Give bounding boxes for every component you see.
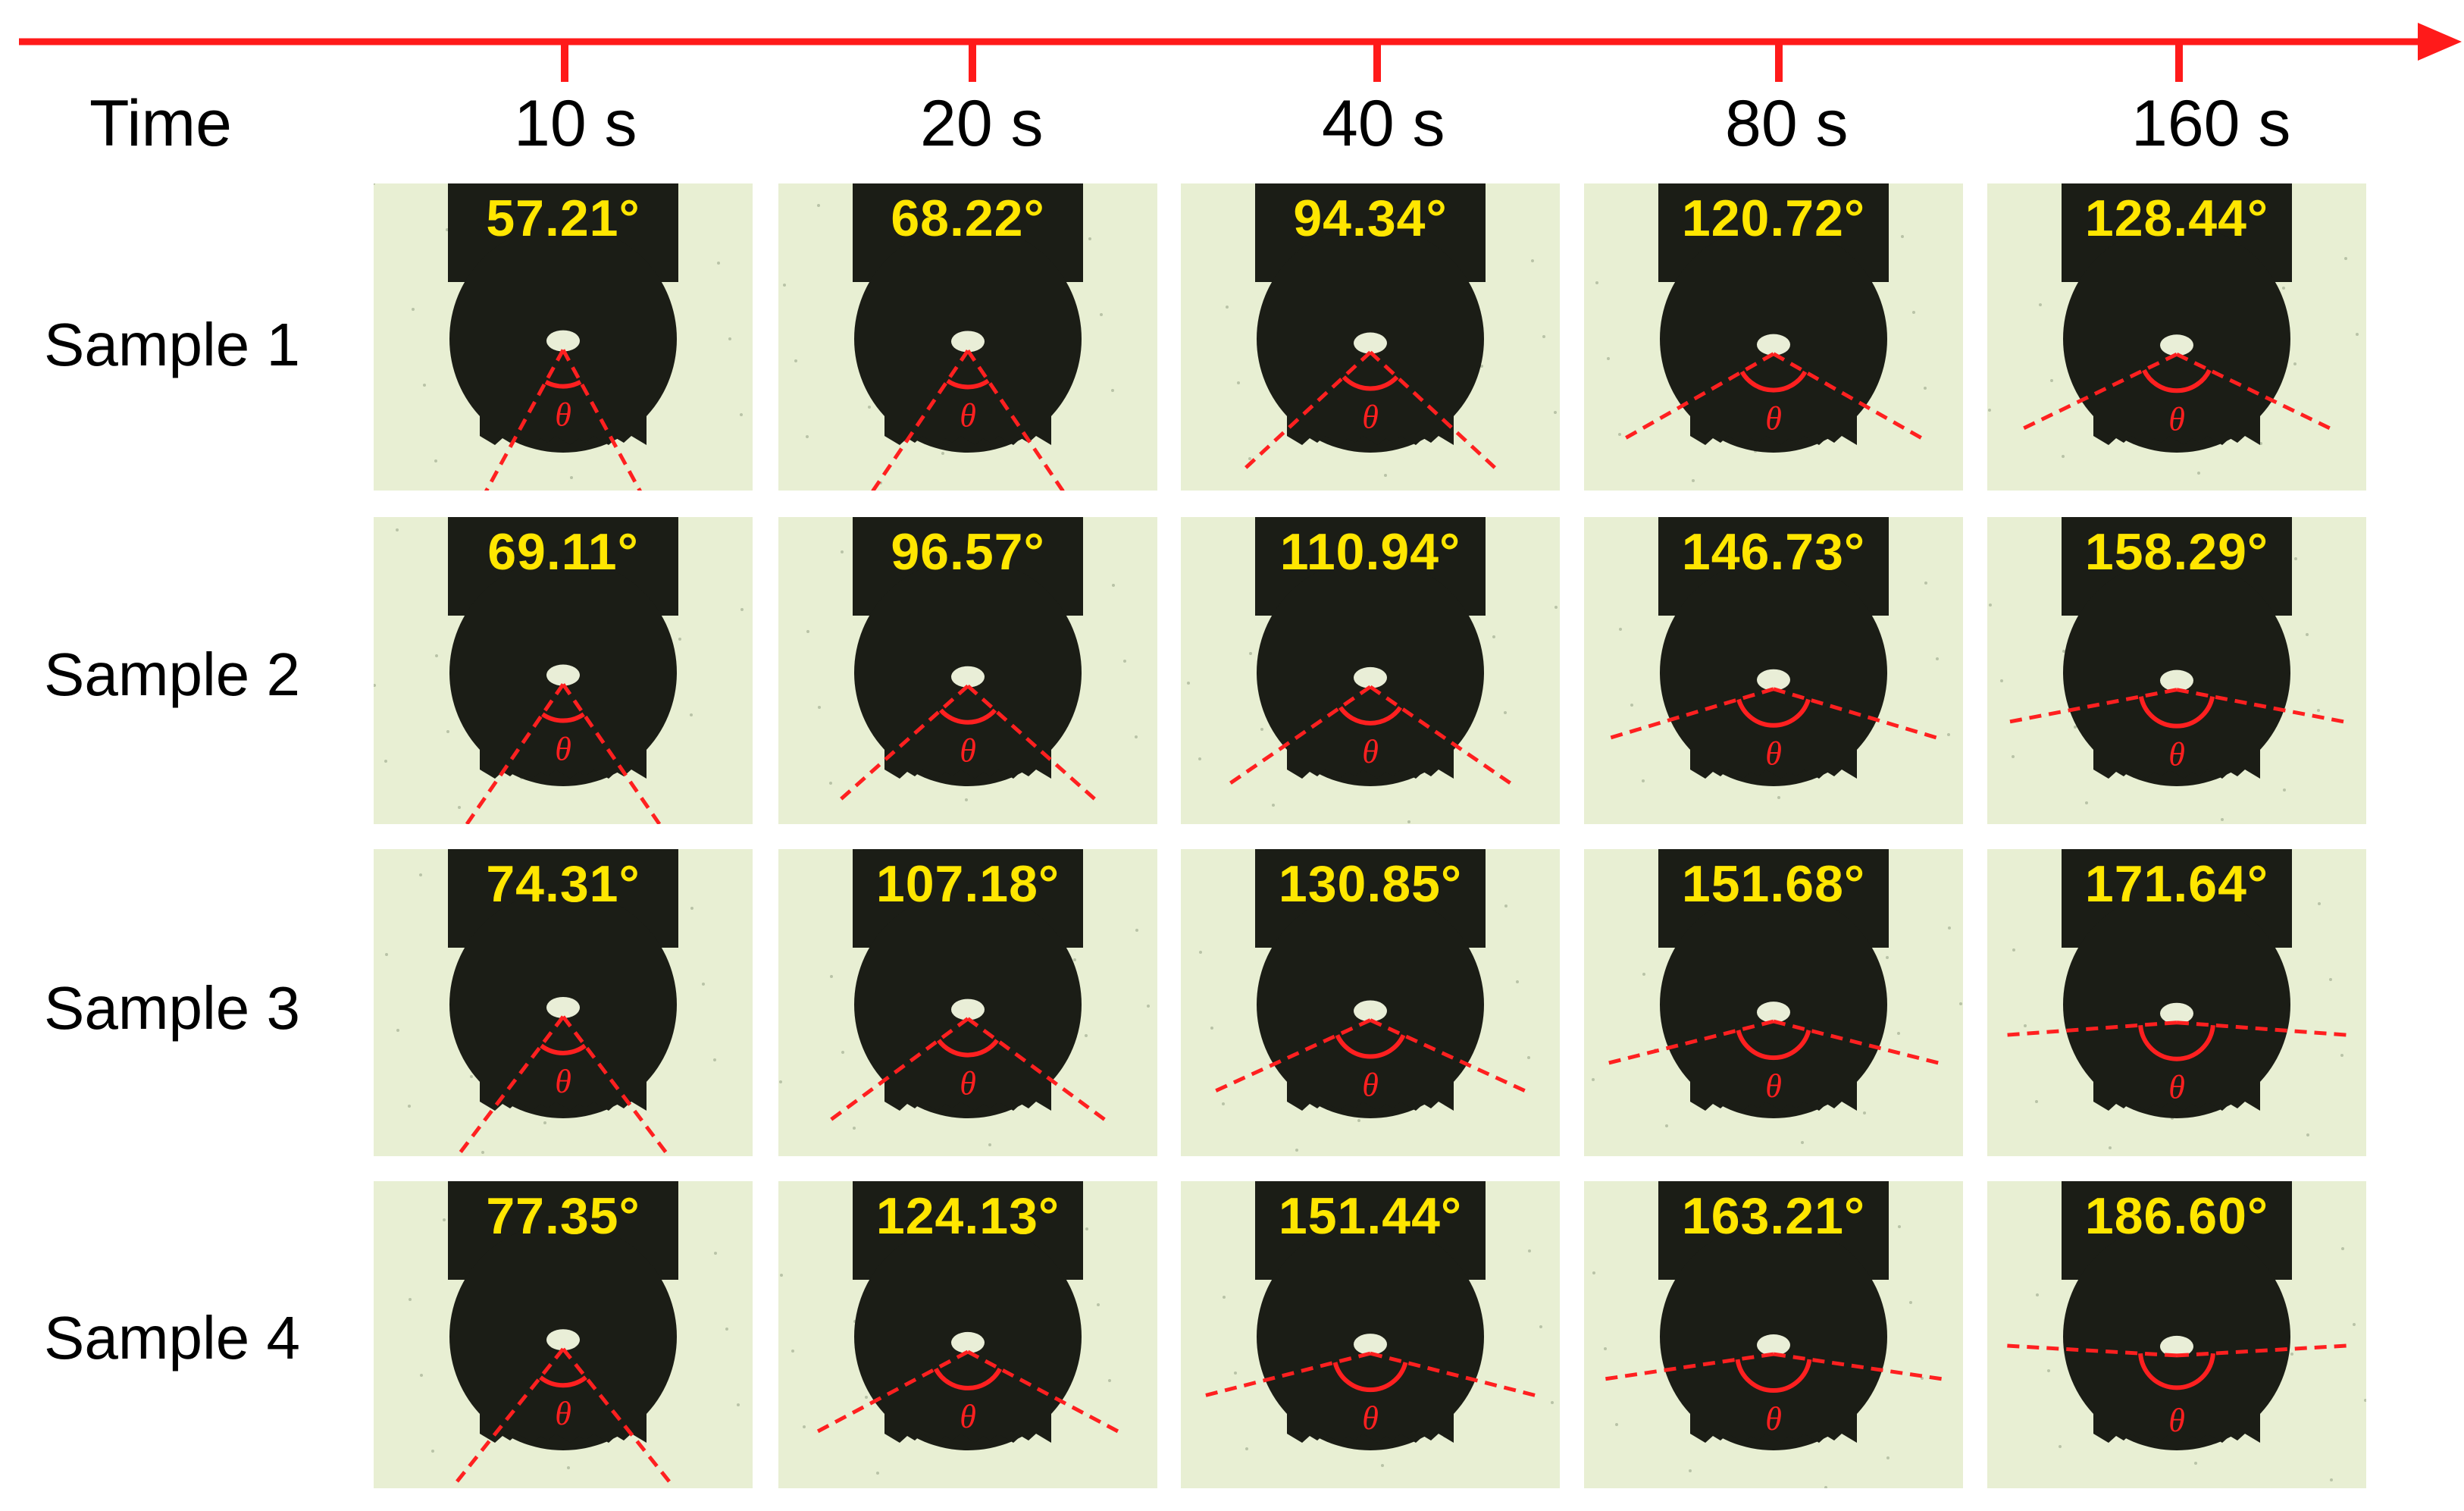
droplet-image-panel: θ 110.94° [1181,517,1560,824]
droplet-drawing: θ [409,1181,740,1487]
droplet-drawing: θ [806,517,1138,804]
droplet-image-panel: θ 151.68° [1584,849,1963,1156]
theta-symbol: θ [1765,735,1782,773]
droplet-image-panel: θ 128.44° [1987,183,2366,491]
theta-symbol: θ [1362,1400,1379,1437]
theta-symbol: θ [1765,1400,1782,1437]
droplet-drawing: θ [1201,1181,1554,1467]
theta-symbol: θ [2168,736,2185,773]
time-label-10s: 10 s [514,87,637,160]
droplet-drawing: θ [783,183,1114,491]
droplet-drawing: θ [779,849,1150,1146]
contact-angle-value: 107.18° [875,855,1060,913]
droplet-image-panel: θ 96.57° [778,517,1157,824]
time-label-20s: 20 s [920,87,1044,160]
contact-angle-value: 151.68° [1681,855,1866,913]
theta-symbol: θ [1765,1067,1782,1105]
contact-angle-value: 151.44° [1278,1187,1463,1245]
droplet-drawing: θ [1989,517,2349,821]
theta-symbol: θ [1765,400,1782,437]
droplet-drawing: θ [1226,183,1557,477]
droplet-image-panel: θ 186.60° [1987,1181,2366,1488]
droplet-image-panel: θ 69.11° [374,517,753,824]
droplet-image-panel: θ 158.29° [1987,517,2366,824]
droplet-image-panel: θ 57.21° [374,183,753,491]
contact-angle-value: 77.35° [486,1187,640,1245]
contact-angle-value: 110.94° [1279,523,1461,581]
droplet-drawing: θ [1595,183,1927,482]
time-label-80s: 80 s [1725,87,1849,160]
theta-symbol: θ [960,1065,976,1102]
droplet-image-panel: θ 130.85° [1181,849,1560,1156]
contact-angle-value: 74.31° [486,855,640,913]
theta-symbol: θ [960,732,976,770]
contact-angle-value: 57.21° [486,190,640,247]
theta-symbol: θ [2168,1402,2185,1439]
droplet-drawing: θ [2002,849,2351,1149]
droplet-drawing: θ [1199,849,1530,1152]
theta-symbol: θ [2168,1069,2185,1106]
droplet-drawing: θ [1592,849,1962,1144]
droplet-image-panel: θ 74.31° [374,849,753,1156]
row-label-sample-2: Sample 2 [44,641,300,708]
droplet-image-panel: θ 171.64° [1987,849,2366,1156]
time-label-160s: 160 s [2131,87,2291,160]
time-label-40s: 40 s [1322,87,1445,160]
droplet-image-panel: θ 107.18° [778,849,1157,1156]
droplet-drawing: θ [374,517,744,824]
theta-symbol: θ [555,1063,571,1100]
time-axis-label: Time [89,87,232,160]
contact-angle-value: 163.21° [1681,1187,1866,1245]
contact-angle-value: 146.73° [1681,523,1866,581]
contact-angle-value: 68.22° [891,190,1045,247]
droplet-drawing: θ [1592,1181,1946,1488]
theta-symbol: θ [555,731,571,768]
contact-angle-value: 120.72° [1681,190,1866,247]
contact-angle-value: 124.13° [875,1187,1060,1245]
theta-symbol: θ [960,397,976,434]
droplet-drawing: θ [1605,517,1950,799]
contact-angle-value: 158.29° [2084,523,2269,581]
theta-symbol: θ [1362,733,1379,770]
row-label-sample-1: Sample 1 [44,311,300,378]
droplet-image-panel: θ 68.22° [778,183,1157,491]
droplet-drawing: θ [1988,183,2359,475]
theta-symbol: θ [960,1398,976,1435]
contact-angle-value: 69.11° [487,523,639,581]
time-axis-arrow [19,23,2462,82]
contact-angle-value: 94.34° [1293,190,1448,247]
contact-angle-value: 130.85° [1278,855,1463,913]
theta-symbol: θ [555,397,571,434]
droplet-image-panel: θ 120.72° [1584,183,1963,491]
contact-angle-value: 186.60° [2084,1187,2269,1245]
contact-angle-value: 171.64° [2084,855,2269,913]
droplet-drawing: θ [2002,1181,2366,1481]
droplet-image-panel: θ 151.44° [1181,1181,1560,1488]
theta-symbol: θ [555,1395,571,1432]
droplet-image-panel: θ 94.34° [1181,183,1560,491]
droplet-image-panel: θ 146.73° [1584,517,1963,824]
droplet-drawing: θ [385,849,716,1156]
theta-symbol: θ [2168,400,2185,437]
theta-symbol: θ [1362,1066,1379,1103]
droplet-image-panel: θ 163.21° [1584,1181,1963,1488]
theta-symbol: θ [1362,399,1379,436]
droplet-image-panel: θ 124.13° [778,1181,1157,1488]
droplet-drawing: θ [374,183,743,491]
contact-angle-value: 96.57° [891,523,1045,581]
droplet-drawing: θ [780,1181,1123,1475]
droplet-image-panel: θ 77.35° [374,1181,753,1488]
contact-angle-value: 128.44° [2084,190,2269,247]
droplet-drawing: θ [1187,517,1558,823]
row-label-sample-3: Sample 3 [44,974,300,1042]
row-label-sample-4: Sample 4 [44,1304,300,1371]
